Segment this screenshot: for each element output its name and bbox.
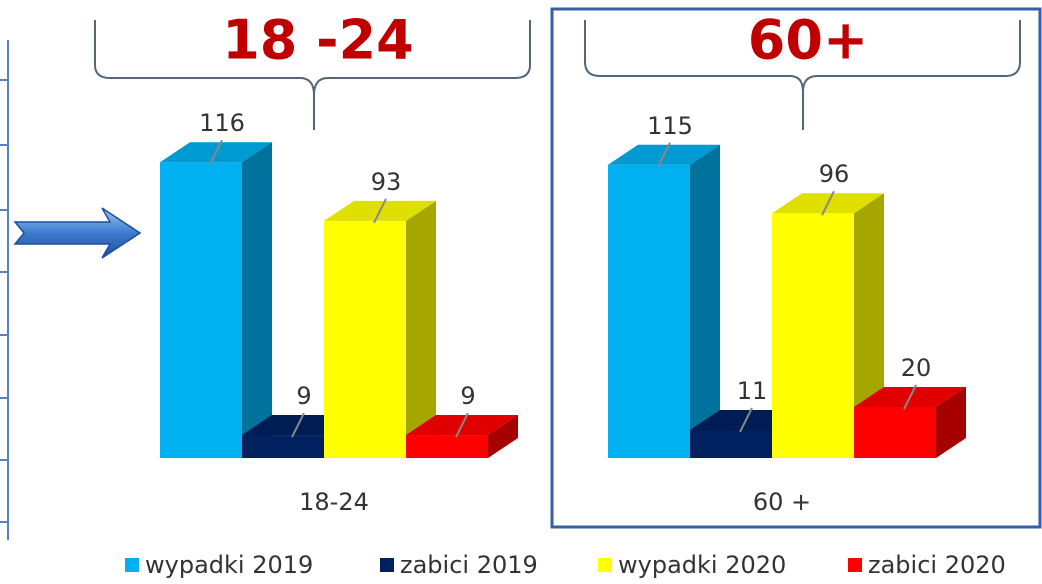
value-label: 9 xyxy=(296,382,311,410)
brace xyxy=(584,20,1021,130)
bar-front xyxy=(854,407,936,458)
leader-line xyxy=(903,384,917,410)
value-label: 20 xyxy=(901,354,932,382)
bar xyxy=(608,144,720,458)
value-label: 93 xyxy=(371,168,402,196)
bar-front xyxy=(406,435,488,458)
bar-front xyxy=(608,164,690,458)
legend-label: zabici 2019 xyxy=(400,551,538,579)
bar-side xyxy=(242,142,272,458)
bar-side-shade xyxy=(242,142,272,458)
bar-front xyxy=(772,213,854,458)
bar-side-shade xyxy=(488,415,518,458)
leader-line xyxy=(657,142,671,168)
value-label: 11 xyxy=(737,377,768,405)
group-header: 60+ xyxy=(748,9,868,72)
bar-front xyxy=(324,220,406,458)
leader-line xyxy=(373,198,387,224)
legend-swatch xyxy=(598,558,612,572)
bar-side xyxy=(406,200,436,458)
value-label: 9 xyxy=(460,382,475,410)
leader-line xyxy=(455,412,469,438)
bar xyxy=(772,193,884,458)
bar-side-shade xyxy=(854,193,884,458)
bar xyxy=(324,200,436,458)
legend-label: wypadki 2019 xyxy=(145,551,313,579)
legend-swatch xyxy=(380,558,394,572)
highlight-box xyxy=(550,7,1042,529)
legend-label: wypadki 2020 xyxy=(618,551,786,579)
legend-swatch xyxy=(848,558,862,572)
bar-front xyxy=(160,162,242,458)
bar xyxy=(406,415,518,458)
bar-side-shade xyxy=(690,144,720,458)
legend-label: zabici 2020 xyxy=(868,551,1006,579)
leader-line xyxy=(291,412,305,438)
bar-side-shade xyxy=(406,200,436,458)
leader-line xyxy=(821,190,835,216)
leader-line xyxy=(209,139,223,165)
bar-side xyxy=(854,193,884,458)
brace xyxy=(94,20,531,130)
bar xyxy=(160,142,272,458)
bar-side xyxy=(936,387,966,458)
legend-swatch xyxy=(125,558,139,572)
arrow xyxy=(13,207,142,259)
value-label: 96 xyxy=(819,160,850,188)
leader-line xyxy=(739,407,753,433)
bar-front xyxy=(242,435,324,458)
x-tick-label: 18-24 xyxy=(299,488,369,516)
bar-front xyxy=(690,429,772,458)
value-label: 115 xyxy=(647,112,693,140)
group-header: 18 -24 xyxy=(222,9,414,72)
left-axis-fragment xyxy=(0,40,9,540)
bar-side xyxy=(690,144,720,458)
value-label: 116 xyxy=(199,109,245,137)
bar-side-shade xyxy=(936,387,966,458)
bar-side xyxy=(488,415,518,458)
x-tick-label: 60 + xyxy=(753,488,811,516)
bar xyxy=(854,387,966,458)
